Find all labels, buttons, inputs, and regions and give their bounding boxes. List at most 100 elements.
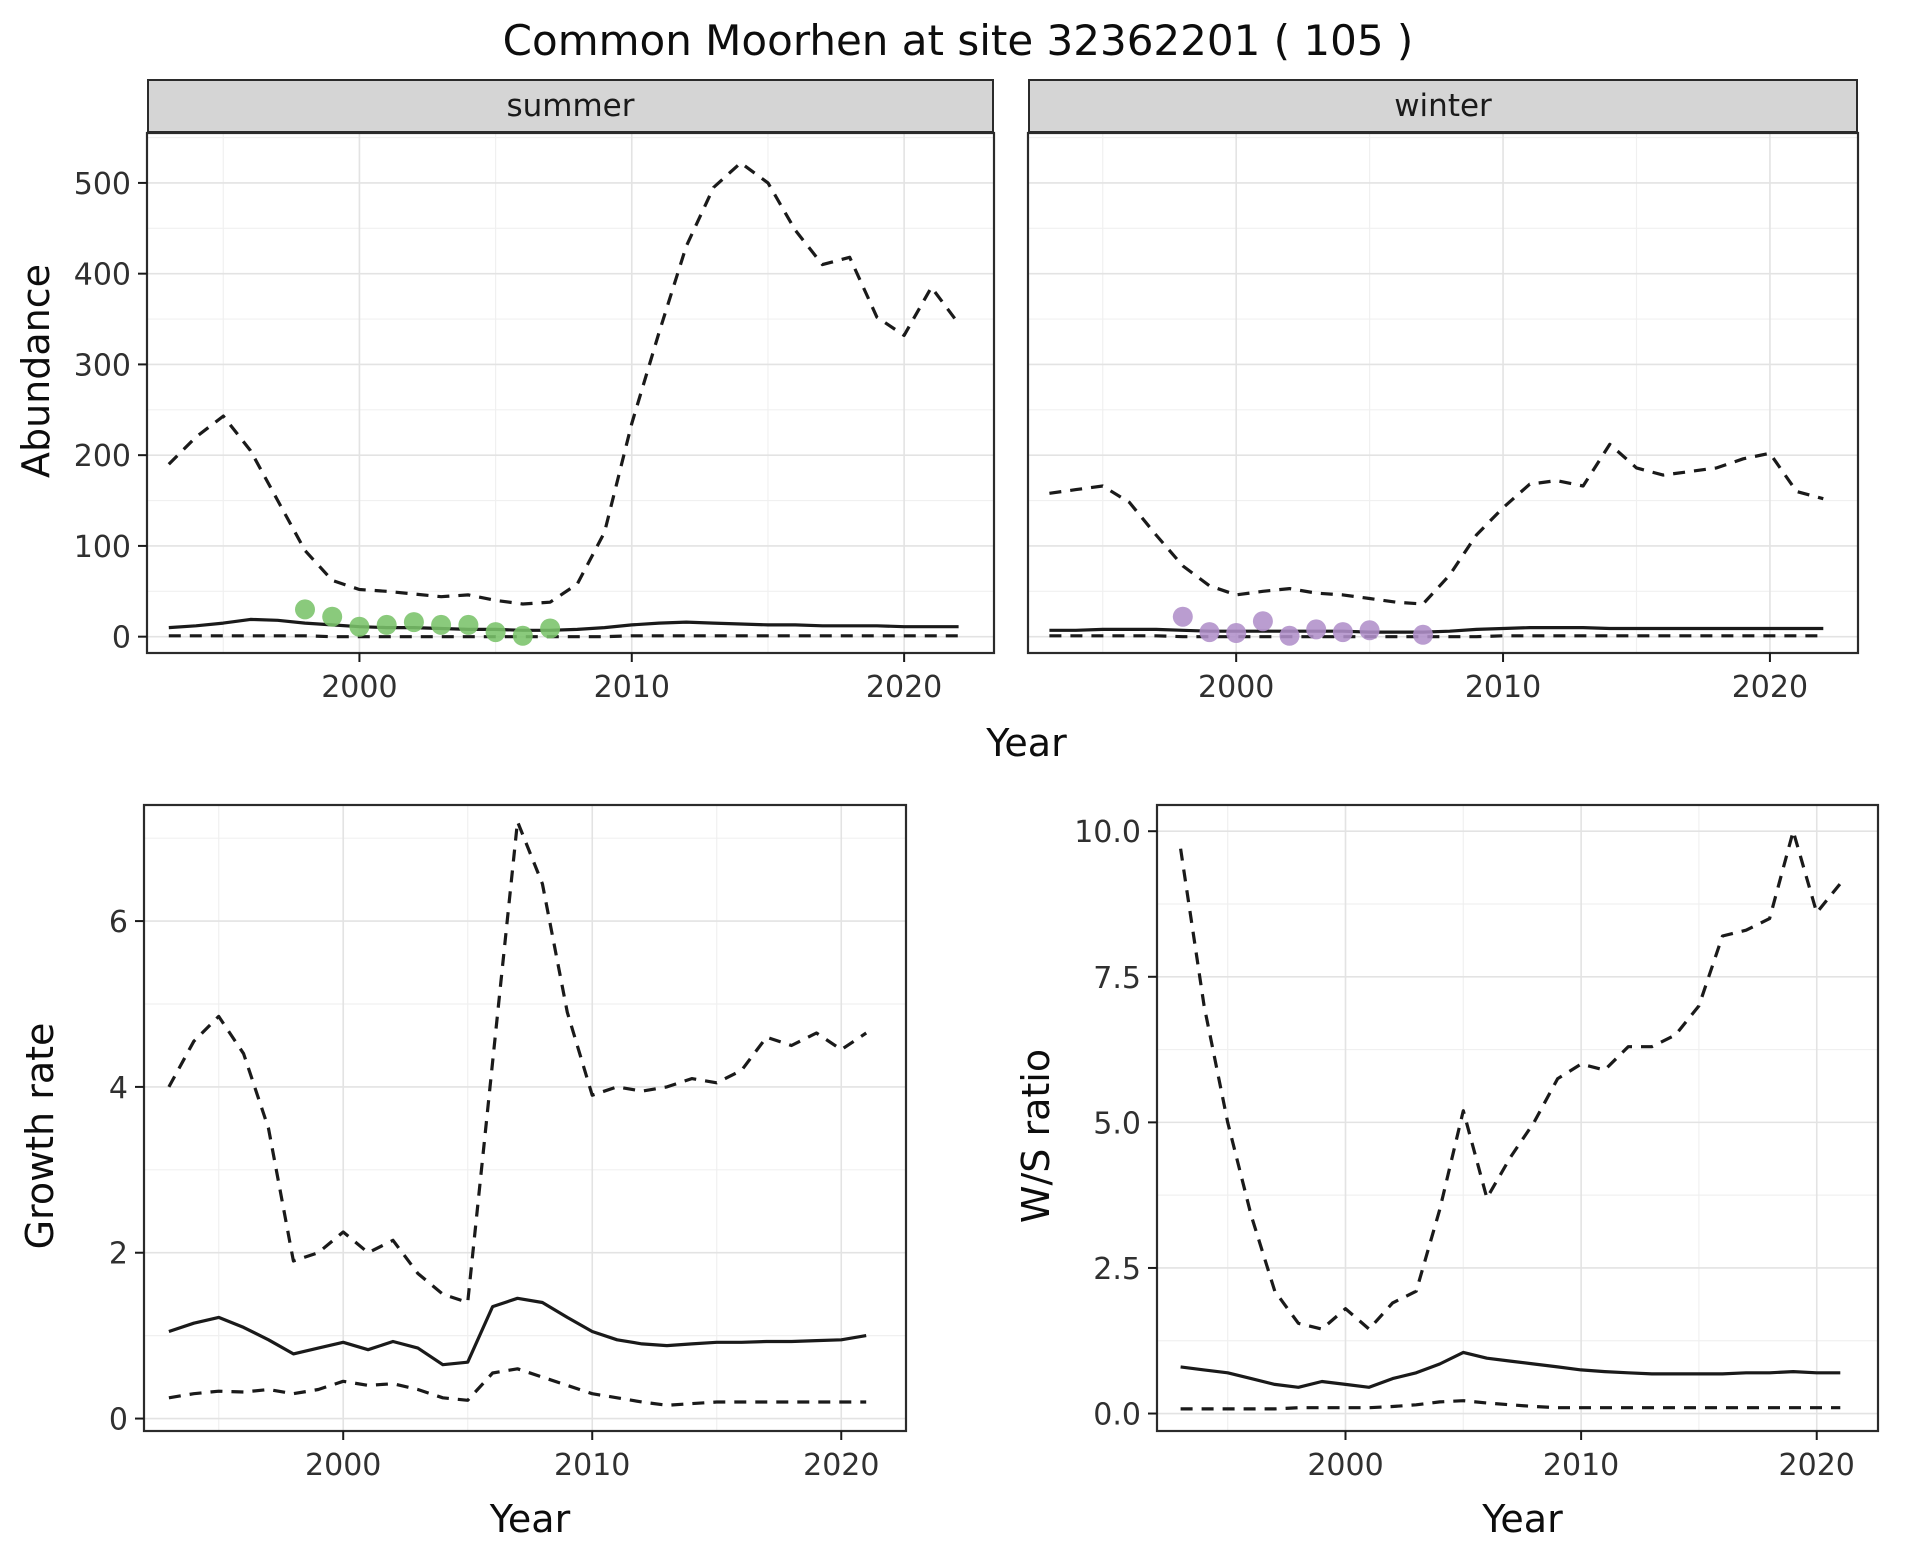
panel-winter: winter 2000 2010 2020	[1026, 79, 1864, 713]
panel-background	[144, 805, 906, 1431]
abundance-panels: summer 2000 2010 2020 0 100 200 300 400 500 wint…	[62, 79, 1864, 713]
observation-point	[322, 606, 343, 627]
panel-background	[1157, 805, 1878, 1431]
panel-border	[1155, 803, 1880, 1433]
axis-ticks	[138, 181, 906, 662]
series-lower-95ci	[168, 1367, 867, 1407]
panel-background	[147, 133, 994, 653]
observation-point	[349, 616, 370, 637]
observation-point	[403, 612, 424, 633]
grid-minor	[1028, 133, 1858, 653]
axis-ticks	[135, 920, 843, 1440]
growth-rate-chart: 2000 2010 2020 0 2 4 6	[109, 803, 908, 1483]
series-lower-95ci	[1180, 1399, 1841, 1411]
y-tick-label: 200	[74, 439, 131, 474]
observation-point	[1359, 620, 1380, 641]
axis-ticks	[1148, 830, 1818, 1440]
y-tick-label: 300	[74, 348, 131, 383]
facet-label-winter: winter	[1394, 88, 1492, 124]
observation-point	[512, 625, 533, 646]
panel-summer: summer 2000 2010 2020 0 100 200 300 400 500	[62, 79, 1002, 713]
observation-point	[1306, 619, 1327, 640]
series-lower-95ci	[1049, 634, 1824, 639]
grid-major	[1028, 133, 1858, 653]
y-tick-label: 0	[109, 1403, 128, 1438]
growth-axis-title-column: Growth rate	[14, 791, 66, 1541]
series-median	[168, 1296, 867, 1367]
abundance-winter-chart: 2000 2010 2020	[1026, 131, 1860, 705]
observation-point	[1172, 606, 1193, 627]
abundance-axis-title-column: Abundance	[10, 79, 62, 713]
ws-ratio-chart: 2000 2010 2020 0.0 2.5 5.0 7.5 10.0	[1074, 803, 1880, 1483]
axis-tick-labels: 2000 2010 2020	[1198, 670, 1808, 705]
growth-rate-figure: Growth rate 2000 2010 2020 0 2 4 6 Year	[14, 791, 916, 1541]
observation-point	[376, 614, 397, 635]
abundance-figure-block: Abundance summer 2000 2010 2020 0 100 200 300 4…	[10, 79, 1906, 767]
observed-summer-counts	[295, 599, 561, 646]
growth-axis-title: Growth rate	[18, 1022, 62, 1250]
abundance-figure: Abundance summer 2000 2010 2020 0 100 200 300 4…	[10, 79, 1906, 713]
figure-title: Common Moorhen at site 32362201 ( 105 )	[502, 16, 1414, 65]
ws-ratio-figure: W/S ratio 2000 2010 2020 0.0 2.5 5.0 7.5 10.0 Y…	[1010, 791, 1888, 1541]
x-tick-label: 2020	[1779, 1448, 1855, 1483]
x-tick-label: 2020	[1732, 670, 1808, 705]
observation-point	[1199, 622, 1220, 643]
y-tick-label: 0.0	[1093, 1398, 1141, 1433]
observation-point	[485, 622, 506, 643]
y-tick-label: 2	[109, 1237, 128, 1272]
x-tick-label: 2020	[866, 670, 942, 705]
grid-major	[144, 805, 906, 1431]
observation-point	[1252, 611, 1273, 632]
observation-point	[1226, 623, 1247, 643]
series-upper-95ci	[167, 161, 960, 606]
year-axis-title-top: Year	[986, 721, 1067, 765]
series-median	[168, 617, 959, 632]
panel-border	[1026, 131, 1860, 655]
observation-point	[540, 618, 561, 639]
year-axis-title-ws: Year	[1482, 1497, 1563, 1541]
y-tick-label: 5.0	[1093, 1106, 1141, 1141]
y-tick-label: 400	[74, 258, 131, 293]
series-upper-95ci	[167, 820, 868, 1305]
axis-tick-labels: 2000 2010 2020 0 100 200 300 400 500	[74, 167, 943, 705]
abundance-summer-chart: 2000 2010 2020 0 100 200 300 400 500	[74, 131, 996, 705]
axis-tick-labels: 2000 2010 2020 0 2 4 6	[109, 905, 880, 1483]
series-median	[1049, 626, 1824, 634]
y-tick-label: 2.5	[1093, 1252, 1141, 1287]
ws-axis-title: W/S ratio	[1014, 1048, 1058, 1224]
grid-minor	[144, 805, 906, 1431]
panel-border	[142, 803, 908, 1433]
series-median	[1180, 1350, 1841, 1389]
y-tick-label: 4	[109, 1071, 128, 1106]
panel-background	[1028, 133, 1858, 653]
year-axis-title-growth: Year	[489, 1497, 571, 1541]
x-tick-label: 2000	[321, 670, 397, 705]
observed-winter-counts	[1172, 606, 1433, 646]
observation-point	[458, 614, 479, 635]
observation-point	[1332, 622, 1353, 643]
series-upper-95ci	[1179, 829, 1842, 1331]
x-tick-label: 2020	[803, 1448, 879, 1483]
x-tick-label: 2000	[305, 1448, 381, 1483]
axis-ticks	[1235, 653, 1771, 662]
bottom-row: Growth rate 2000 2010 2020 0 2 4 6 Year W/S ra…	[10, 791, 1906, 1541]
y-tick-label: 7.5	[1093, 961, 1141, 996]
facet-strip-summer: summer	[147, 79, 994, 133]
abundance-axis-title: Abundance	[14, 263, 58, 478]
series-lower-95ci	[168, 634, 959, 639]
y-tick-label: 500	[74, 167, 131, 202]
grid-minor	[147, 133, 994, 653]
y-tick-label: 100	[74, 530, 131, 565]
y-tick-label: 10.0	[1074, 815, 1141, 850]
y-tick-label: 0	[112, 621, 131, 656]
observation-point	[1413, 624, 1433, 645]
y-tick-label: 6	[109, 905, 128, 940]
facet-strip-winter: winter	[1028, 79, 1858, 133]
facet-label-summer: summer	[506, 88, 635, 124]
x-tick-label: 2000	[1307, 1448, 1383, 1483]
panel-border	[145, 131, 996, 655]
observation-point	[431, 614, 452, 635]
observation-point	[1279, 625, 1300, 646]
series-upper-95ci	[1049, 442, 1824, 606]
